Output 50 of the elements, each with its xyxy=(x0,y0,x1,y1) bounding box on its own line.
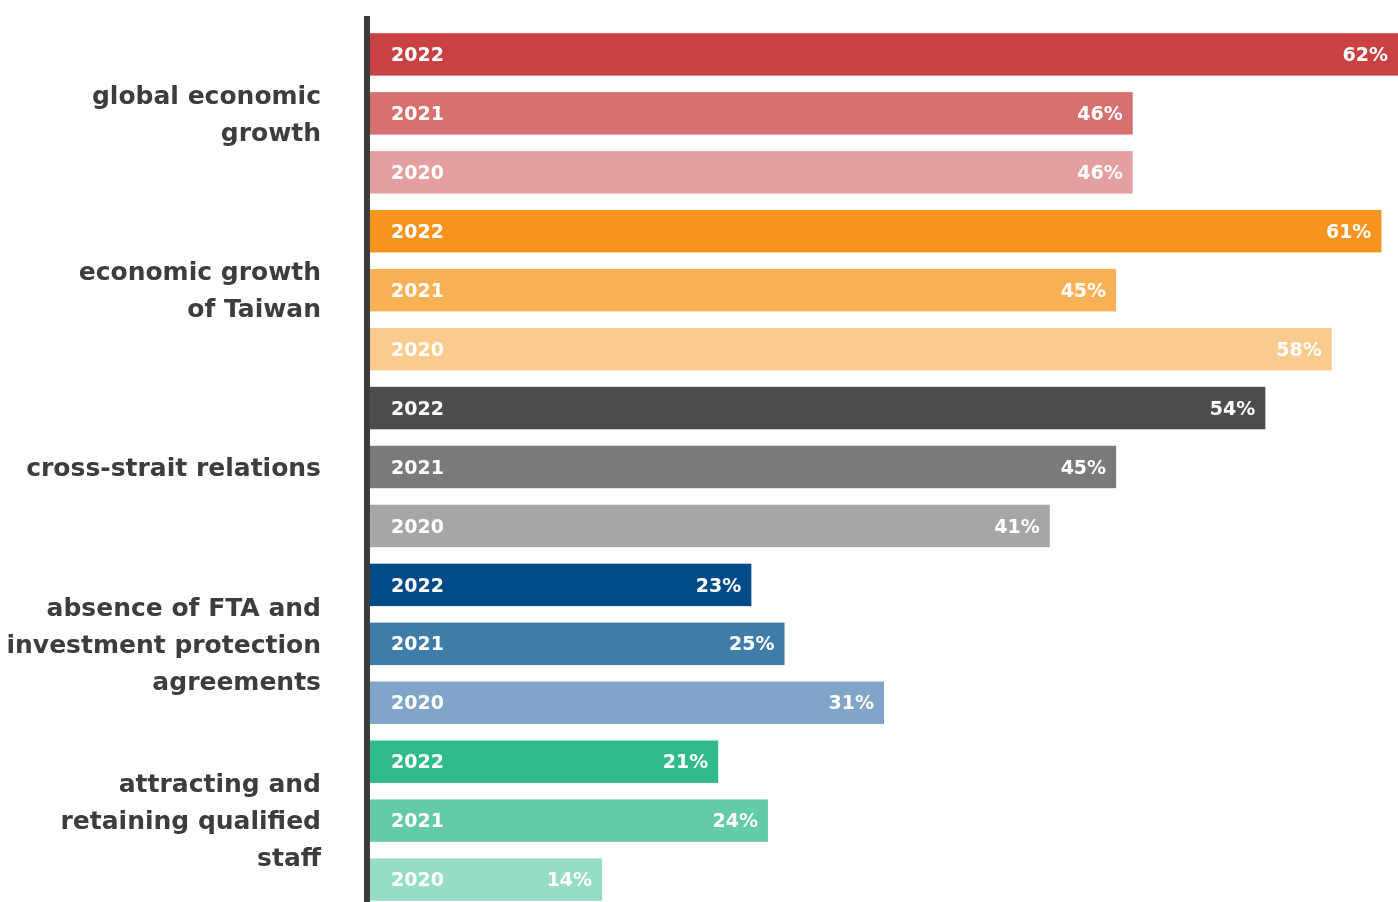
bar xyxy=(370,268,1117,312)
text: 2021 xyxy=(391,278,444,301)
text: 2020 xyxy=(391,868,444,891)
y-tick-label: absence of FTA and investment protection agreements xyxy=(6,592,321,696)
data-label: 61% xyxy=(1325,219,1372,242)
text: 2022 xyxy=(391,396,444,419)
data-label: 24% xyxy=(712,809,758,832)
series-label: 2021 xyxy=(391,809,444,832)
bar xyxy=(370,445,1117,489)
data-label: 41% xyxy=(994,514,1040,537)
data-label: 54% xyxy=(1209,396,1256,419)
text: 2020 xyxy=(391,337,444,360)
data-label: 21% xyxy=(662,750,709,773)
bar xyxy=(370,799,768,842)
data-label: 14% xyxy=(546,868,593,891)
data-label: 58% xyxy=(1276,337,1322,360)
bar xyxy=(370,386,1266,430)
data-label: 62% xyxy=(1342,43,1388,66)
text: 2021 xyxy=(391,101,444,124)
bar xyxy=(370,327,1332,371)
data-label: 46% xyxy=(1077,160,1123,183)
bar xyxy=(370,210,1382,253)
text: 2022 xyxy=(391,573,444,596)
bar xyxy=(370,33,1398,76)
data-label: 45% xyxy=(1060,455,1107,478)
y-tick-label: cross-strait relations xyxy=(26,452,321,482)
bar xyxy=(370,504,1050,548)
bar xyxy=(370,622,785,666)
text: 2022 xyxy=(391,219,444,242)
y-tick-label: attracting and retaining qualified staff xyxy=(60,769,322,873)
series-label: 2020 xyxy=(391,160,444,183)
data-label: 23% xyxy=(695,573,742,596)
bar xyxy=(370,563,752,607)
text: 2020 xyxy=(391,691,444,714)
bar xyxy=(370,151,1133,194)
bar xyxy=(370,858,603,901)
bar xyxy=(370,740,719,783)
text: 2020 xyxy=(391,514,444,537)
data-label: 31% xyxy=(828,691,874,714)
y-tick-label: global economic growth xyxy=(91,80,321,147)
text: 2021 xyxy=(391,632,444,655)
data-label: 25% xyxy=(729,632,775,655)
text: 2021 xyxy=(391,455,444,478)
y-tick-label: economic growth of Taiwan xyxy=(78,257,321,324)
series-label: 2022 xyxy=(391,43,444,66)
data-label: 46% xyxy=(1077,101,1123,124)
text: 2022 xyxy=(391,750,444,773)
bar xyxy=(370,92,1133,135)
data-label: 45% xyxy=(1060,278,1107,301)
bar xyxy=(370,681,884,724)
